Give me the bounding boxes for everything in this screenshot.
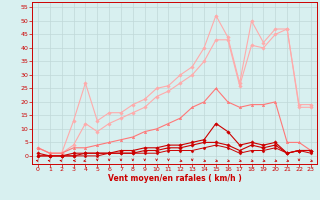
- X-axis label: Vent moyen/en rafales ( km/h ): Vent moyen/en rafales ( km/h ): [108, 174, 241, 183]
